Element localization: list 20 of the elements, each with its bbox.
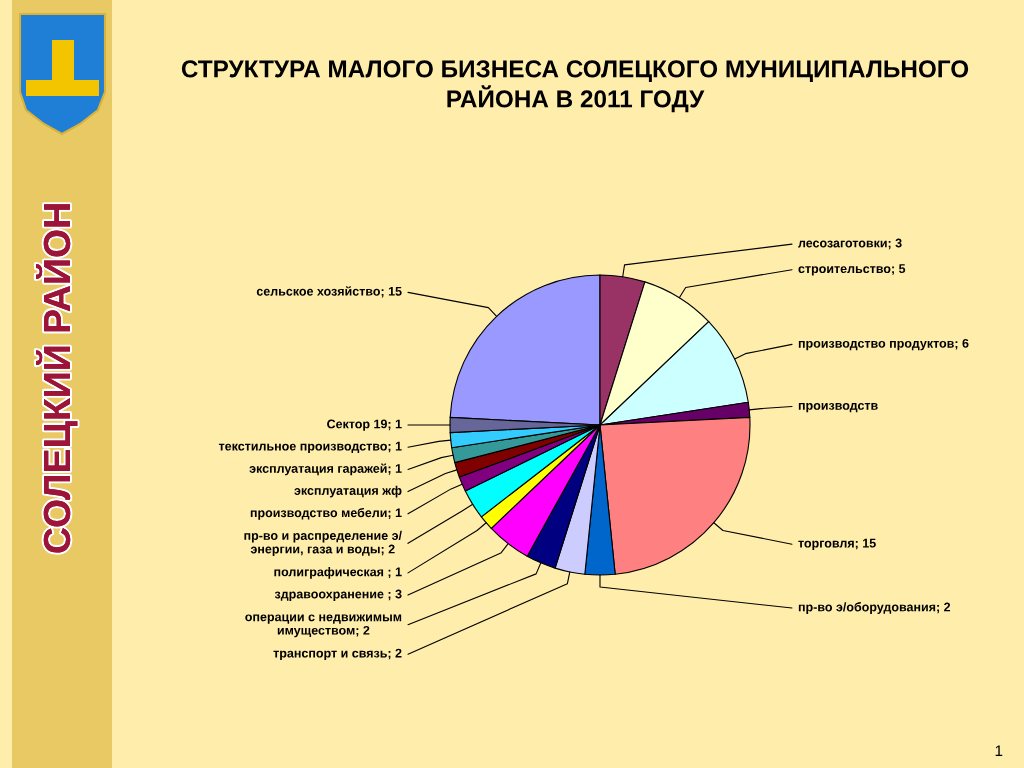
slice-label: строительство; 5 [798,264,906,276]
slice-label: пр-во э/оборудования; 2 [798,602,951,614]
chart-title: СТРУКТУРА МАЛОГО БИЗНЕСА СОЛЕЦКОГО МУНИЦИПАЛЬНОГО РАЙОНА В 2011 ГОДУ [181,60,969,113]
slice-label: пр-во и распределение э/ энергии, газа и воды; 2 [244,530,402,556]
slice-label: производство продуктов; 6 [798,338,969,351]
slice-label: Сектор 19; 1 [327,419,402,431]
slice-label: здравоохранение ; 3 [274,589,402,601]
slice-label: торговля; 15 [798,538,876,551]
slice-label: полиграфическая ; 1 [274,567,402,579]
slice-label: текстильное производство; 1 [218,441,402,454]
slice-label: сельское хозяйство; 15 [256,286,402,298]
text: СОЛЕЦКИЙ РАЙОН [36,204,78,553]
text: 1 [995,745,1003,756]
slice-label: эксплуатация жф [294,485,402,498]
slice-label: лесозаготовки; 3 [798,238,902,250]
slice-label: производство мебели; 1 [250,507,402,520]
slice-label: операции с недвижимым имуществом; 2 [245,614,402,638]
slice-label: производств [798,402,878,413]
slice-label: транспорт и связь; 2 [273,648,402,661]
slice-label: эксплуатация гаражей; 1 [249,463,402,476]
